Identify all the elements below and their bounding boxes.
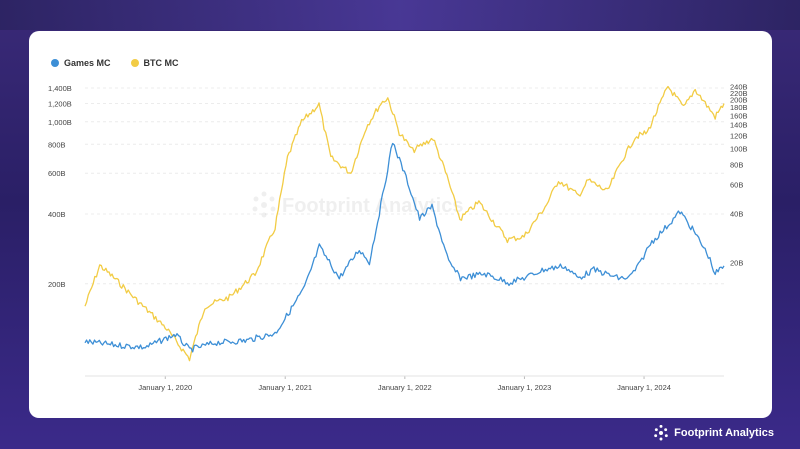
grid-lines [85, 87, 724, 285]
series-lines [84, 85, 725, 362]
legend-dot-games-mc [51, 59, 59, 67]
left-axis-tick-label: 1,400B [48, 84, 72, 93]
x-axis-tick-label: January 1, 2022 [378, 383, 432, 392]
legend-item-games-mc[interactable]: Games MC [51, 58, 111, 68]
left-axis-tick-label: 200B [48, 280, 66, 289]
left-axis-tick-label: 800B [48, 140, 66, 149]
series-line-games-mc [84, 142, 725, 353]
legend-label-btc-mc: BTC MC [143, 58, 179, 68]
right-axis-tick-label: 100B [730, 145, 748, 154]
right-axis-tick-label: 60B [730, 181, 743, 190]
legend-label-games-mc: Games MC [64, 58, 111, 68]
line-chart: Footprint Analytics 200B 400B 600B 800B 1,00… [48, 83, 748, 392]
chart-card: Games MC BTC MC Footprint Analytics 200B… [29, 31, 772, 418]
left-axis: 200B 400B 600B 800B 1,000B 1,200B 1,400B [48, 84, 72, 289]
background-banner [0, 0, 800, 30]
right-axis: 20B 40B 60B 80B 100B 120B 140B160B180B200B220B… [730, 83, 748, 268]
right-axis-tick-label: 180B [730, 103, 748, 112]
right-axis-tick-label: 220B [730, 89, 748, 98]
x-axis-tick-label: January 1, 2024 [617, 383, 671, 392]
left-axis-tick-label: 400B [48, 210, 66, 219]
right-axis-tick-label: 80B [730, 160, 743, 169]
left-axis-tick-label: 600B [48, 169, 66, 178]
right-axis-tick-label: 140B [730, 121, 748, 130]
watermark-text: Footprint Analytics [282, 195, 463, 217]
x-axis-tick-label: January 1, 2023 [498, 383, 552, 392]
right-axis-tick-label: 20B [730, 258, 743, 267]
x-axis-tick-label: January 1, 2021 [258, 383, 312, 392]
legend-item-btc-mc[interactable]: BTC MC [130, 58, 179, 68]
footer-brand: Footprint Analytics [653, 425, 774, 441]
x-axis-tick-label: January 1, 2020 [138, 383, 192, 392]
footer-brand-name: Footprint Analytics [674, 427, 774, 439]
right-axis-tick-label: 200B [730, 96, 748, 105]
series-line-btc-mc [84, 85, 725, 362]
right-axis-tick-label: 240B [730, 83, 748, 92]
footprint-logo-icon [654, 425, 668, 441]
right-axis-tick-label: 40B [730, 209, 743, 218]
left-axis-tick-label: 1,000B [48, 118, 72, 127]
right-axis-tick-label: 120B [730, 132, 748, 141]
x-axis: January 1, 2020 January 1, 2021 January 1,… [138, 376, 671, 392]
left-axis-tick-label: 1,200B [48, 99, 72, 108]
right-axis-tick-label: 160B [730, 111, 748, 120]
chart-legend: Games MC BTC MC [51, 58, 179, 68]
legend-dot-btc-mc [130, 59, 139, 67]
